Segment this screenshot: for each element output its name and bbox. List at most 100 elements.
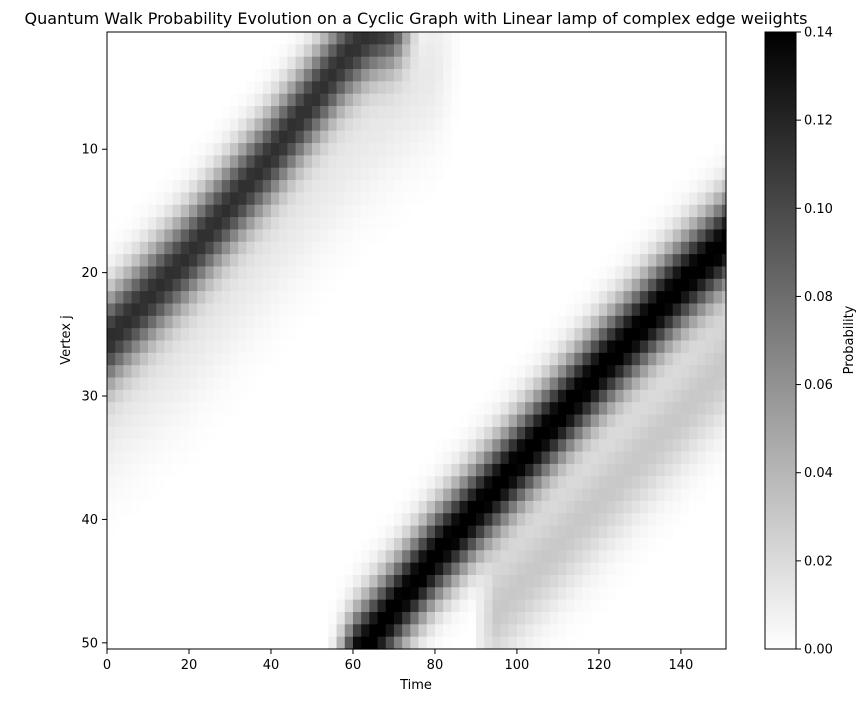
heatmap-cell [402,488,411,502]
heatmap-cell [197,143,206,156]
heatmap-cell [131,476,141,490]
heatmap-cell [164,217,174,231]
heatmap-cell [648,204,657,218]
heatmap-cell [656,537,666,551]
heatmap-cell [516,426,526,440]
heatmap-cell [107,513,116,527]
heatmap-cell [664,402,674,416]
heatmap-cell [221,217,231,231]
heatmap-cell [107,525,116,539]
heatmap-cell [402,143,411,156]
heatmap-cell [213,278,223,292]
heatmap-cell [279,130,288,144]
heatmap-cell [287,315,297,329]
heatmap-cell [188,439,198,453]
heatmap-cell [229,254,239,268]
heatmap-cell [418,476,428,490]
heatmap-cell [459,414,469,428]
heatmap-cell [295,69,305,82]
heatmap-cell [107,463,116,477]
heatmap-cell [639,315,649,329]
heatmap-cell [443,93,452,107]
heatmap-cell [156,278,165,292]
heatmap-cell [639,550,649,564]
heatmap-cell [484,587,493,601]
heatmap-cell [607,525,616,539]
heatmap-cell [361,636,370,650]
heatmap-cell [246,167,256,181]
heatmap-cell [229,130,239,144]
heatmap-cell [139,192,149,206]
heatmap-cell [516,636,526,650]
heatmap-cell [721,414,727,428]
heatmap-cell [320,254,329,268]
heatmap-cell [566,537,575,551]
heatmap-cell [246,328,256,342]
heatmap-cell [156,180,165,194]
heatmap-cell [590,463,600,477]
heatmap-cell [697,315,707,329]
heatmap-cell [615,439,625,453]
heatmap-cell [467,439,477,453]
heatmap-cell [328,278,338,292]
heatmap-cell [500,439,510,453]
heatmap-cell [164,303,174,317]
heatmap-cell [344,636,354,650]
heatmap-cell [516,463,526,477]
heatmap-cell [697,217,707,231]
heatmap-cell [541,562,551,576]
heatmap-cell [205,229,215,243]
heatmap-cell [156,426,165,440]
heatmap-cell [328,81,338,95]
heatmap-cell [566,315,575,329]
heatmap-cell [279,192,288,206]
heatmap-cell [484,414,493,428]
heatmap-cell [721,241,727,255]
heatmap-cell [336,266,346,280]
heatmap-cell [238,266,247,280]
heatmap-cell [631,377,641,391]
heatmap-cell [156,303,165,317]
heatmap-cell [598,550,608,564]
heatmap-cell [197,217,206,231]
heatmap-cell [434,611,444,625]
heatmap-cell [311,93,321,107]
heatmap-cell [197,414,206,428]
heatmap-cell [664,254,674,268]
heatmap-cell [279,204,288,218]
heatmap-cell [484,488,493,502]
x-axis: 0 20 40 60 80 100 120 140 [103,649,693,673]
heatmap-cell [656,402,666,416]
heatmap-cell [172,389,182,403]
heatmap-cell [180,439,190,453]
heatmap-cell [303,266,313,280]
heatmap-cell [697,377,707,391]
heatmap-cell [377,574,387,588]
heatmap-cell [393,550,403,564]
heatmap-cell [328,130,338,144]
heatmap-cell [320,291,329,305]
heatmap-cell [656,340,666,354]
heatmap-cell [270,266,280,280]
heatmap-cell [344,167,354,181]
heatmap-cell [607,513,616,527]
heatmap-cell [418,513,428,527]
heatmap-cell [270,155,280,169]
heatmap-cell [631,513,641,527]
heatmap-cell [221,254,231,268]
heatmap-cell [467,451,477,465]
heatmap-cell [311,143,321,156]
heatmap-cell [262,167,272,181]
heatmap-cell [697,266,707,280]
heatmap-cell [410,44,420,58]
heatmap-cell [344,44,354,58]
heatmap-cell [172,266,182,280]
heatmap-cell [115,217,124,231]
heatmap-cell [180,414,190,428]
heatmap-cell [229,204,239,218]
heatmap-cell [254,278,264,292]
heatmap-cell [295,241,305,255]
heatmap-cell [533,451,543,465]
heatmap-cell [484,562,493,576]
heatmap-cell [393,44,403,58]
